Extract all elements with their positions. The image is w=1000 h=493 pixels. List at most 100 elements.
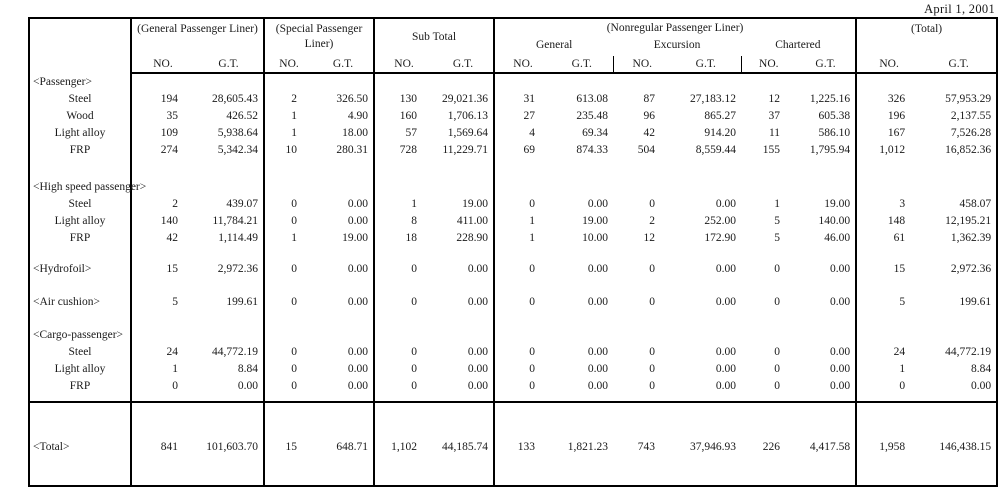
value-cell: 728 [373,141,434,158]
row-label-cell [29,158,131,178]
value-cell [433,401,495,438]
value-cell: 167 [855,124,922,141]
value-cell: 841 [130,438,194,456]
col-header-gt: G.T. [551,56,614,74]
value-cell: 37,946.93 [690,441,737,453]
value-cell: 69 [493,141,552,158]
value-cell [313,394,374,402]
row-label-cell: Steel [68,92,92,105]
value-cell: 1,225.16 [809,92,851,105]
value-cell: 0.00 [347,197,369,210]
row-label-cell: Wood [66,109,94,122]
value-cell: 160 [373,107,434,124]
value-cell: 0.00 [829,362,851,375]
value-cell: 1,362.39 [950,231,992,244]
value-cell [493,158,552,178]
value-cell [796,401,857,438]
value-cell: 235.48 [576,109,609,122]
col-header-gt: G.T. [433,56,495,74]
col-header-no: NO. [855,56,922,74]
value-cell [373,277,434,293]
value-cell: 27,183.12 [690,92,737,105]
value-cell [373,401,434,438]
value-cell [671,310,741,326]
value-cell: 19.00 [342,231,369,244]
value-cell [671,246,741,260]
value-cell [551,394,613,402]
value-cell [613,158,671,178]
value-cell [921,178,997,195]
table-row: Steel 2 439.07 0 0.00 1 19.00 0 0.00 0 0.00 1 19.00 3… [29,195,997,212]
passenger-liner-statistics-table: (General Passenger Liner) (Special Passe… [28,17,999,487]
row-label-cell: <Cargo-passenger> [33,328,124,341]
value-cell [194,310,264,326]
table-row: Light alloy 140 11,784.21 0 0.00 8 411.00 1 19.0… [29,212,997,229]
value-cell: 0 [649,345,656,358]
value-cell [921,158,997,178]
value-cell: 5,938.64 [217,126,259,139]
value-cell [263,178,314,195]
value-cell [373,310,434,326]
value-cell [373,73,434,90]
value-cell: 0.00 [715,345,737,358]
value-cell [796,277,856,293]
value-cell: 19.00 [824,197,851,210]
value-cell: 18.00 [342,126,369,139]
value-cell: 0.00 [347,295,369,308]
value-cell: 0 [774,379,781,392]
value-cell [130,456,194,486]
value-cell [194,326,264,343]
value-cell [551,401,614,438]
row-label-cell: Light alloy [54,214,106,227]
value-cell: 914.20 [704,126,737,139]
value-cell: 1 [493,229,552,246]
value-cell [493,456,552,486]
subgroup-general: General [535,39,573,52]
corner-cell [29,18,131,73]
row-label-cell [29,401,131,438]
value-cell: 613.08 [576,92,609,105]
value-cell [796,394,856,402]
value-cell [373,326,434,343]
value-cell [741,178,796,195]
table-row: <Total> 841 101,603.70 15 648.71 1,102 44,185.… [29,438,997,456]
value-cell: 8.84 [970,362,992,375]
value-cell: 0 [493,343,552,360]
spacer-row [29,158,997,178]
table-body: <Passenger> Steel 194 28,605.43 2 326.50 130 29… [29,73,998,486]
value-cell [194,158,264,178]
row-label-cell: Light alloy [54,362,106,375]
value-cell [921,456,997,486]
value-cell: 1,821.23 [567,441,609,453]
value-cell: 0 [493,195,552,212]
table-row: <Air cushion> 5 199.61 0 0.00 0 0.00 0 0.00 0 0.00… [29,293,997,310]
value-cell: 0 [649,262,656,275]
table-row: <Passenger> [29,73,997,90]
value-cell [855,401,922,438]
row-label-cell: FRP [69,379,91,392]
value-cell: 10 [263,141,314,158]
value-cell: 15 [855,260,922,277]
col-group-general-passenger-liner: (General Passenger Liner) [129,18,265,56]
value-cell: 172.90 [704,231,737,244]
value-cell: 226 [762,441,781,453]
row-label-cell [29,456,131,486]
value-cell [493,178,552,195]
value-cell: 8.84 [237,362,259,375]
value-cell [493,394,552,402]
value-cell: 326 [855,90,922,107]
value-cell [855,246,922,260]
value-cell: 12 [643,231,656,244]
value-cell: 42 [130,229,194,246]
value-cell [433,73,494,90]
value-cell [194,401,265,438]
value-cell [855,310,922,326]
value-cell: 228.90 [456,231,489,244]
value-cell: 0.00 [347,214,369,227]
value-cell: 1 [130,360,194,377]
value-cell [263,310,314,326]
value-cell [671,394,741,402]
value-cell: 1 [774,197,781,210]
value-cell: 743 [637,441,656,453]
value-cell: 37 [768,109,781,122]
